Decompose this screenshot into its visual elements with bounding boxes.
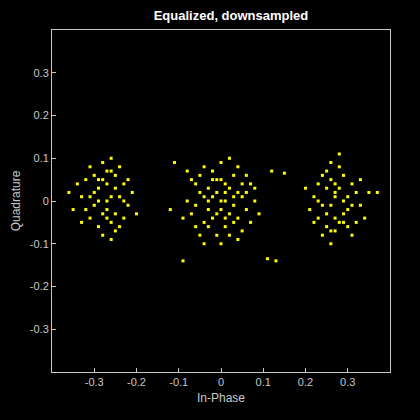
svg-text:-0.2: -0.2 [30, 280, 49, 292]
svg-text:0.1: 0.1 [34, 152, 49, 164]
svg-text:Quadrature: Quadrature [9, 170, 23, 231]
svg-text:0.2: 0.2 [34, 109, 49, 121]
svg-text:-0.2: -0.2 [127, 376, 146, 388]
svg-text:-0.1: -0.1 [169, 376, 188, 388]
svg-text:0.3: 0.3 [34, 67, 49, 79]
svg-text:0.2: 0.2 [298, 376, 313, 388]
svg-text:Equalized, downsampled: Equalized, downsampled [154, 8, 309, 23]
svg-text:0.1: 0.1 [256, 376, 271, 388]
svg-text:0: 0 [218, 376, 224, 388]
svg-text:-0.1: -0.1 [30, 238, 49, 250]
svg-text:In-Phase: In-Phase [197, 391, 245, 405]
svg-text:-0.3: -0.3 [30, 323, 49, 335]
svg-text:0.3: 0.3 [340, 376, 355, 388]
svg-text:-0.3: -0.3 [85, 376, 104, 388]
svg-text:0: 0 [43, 195, 49, 207]
